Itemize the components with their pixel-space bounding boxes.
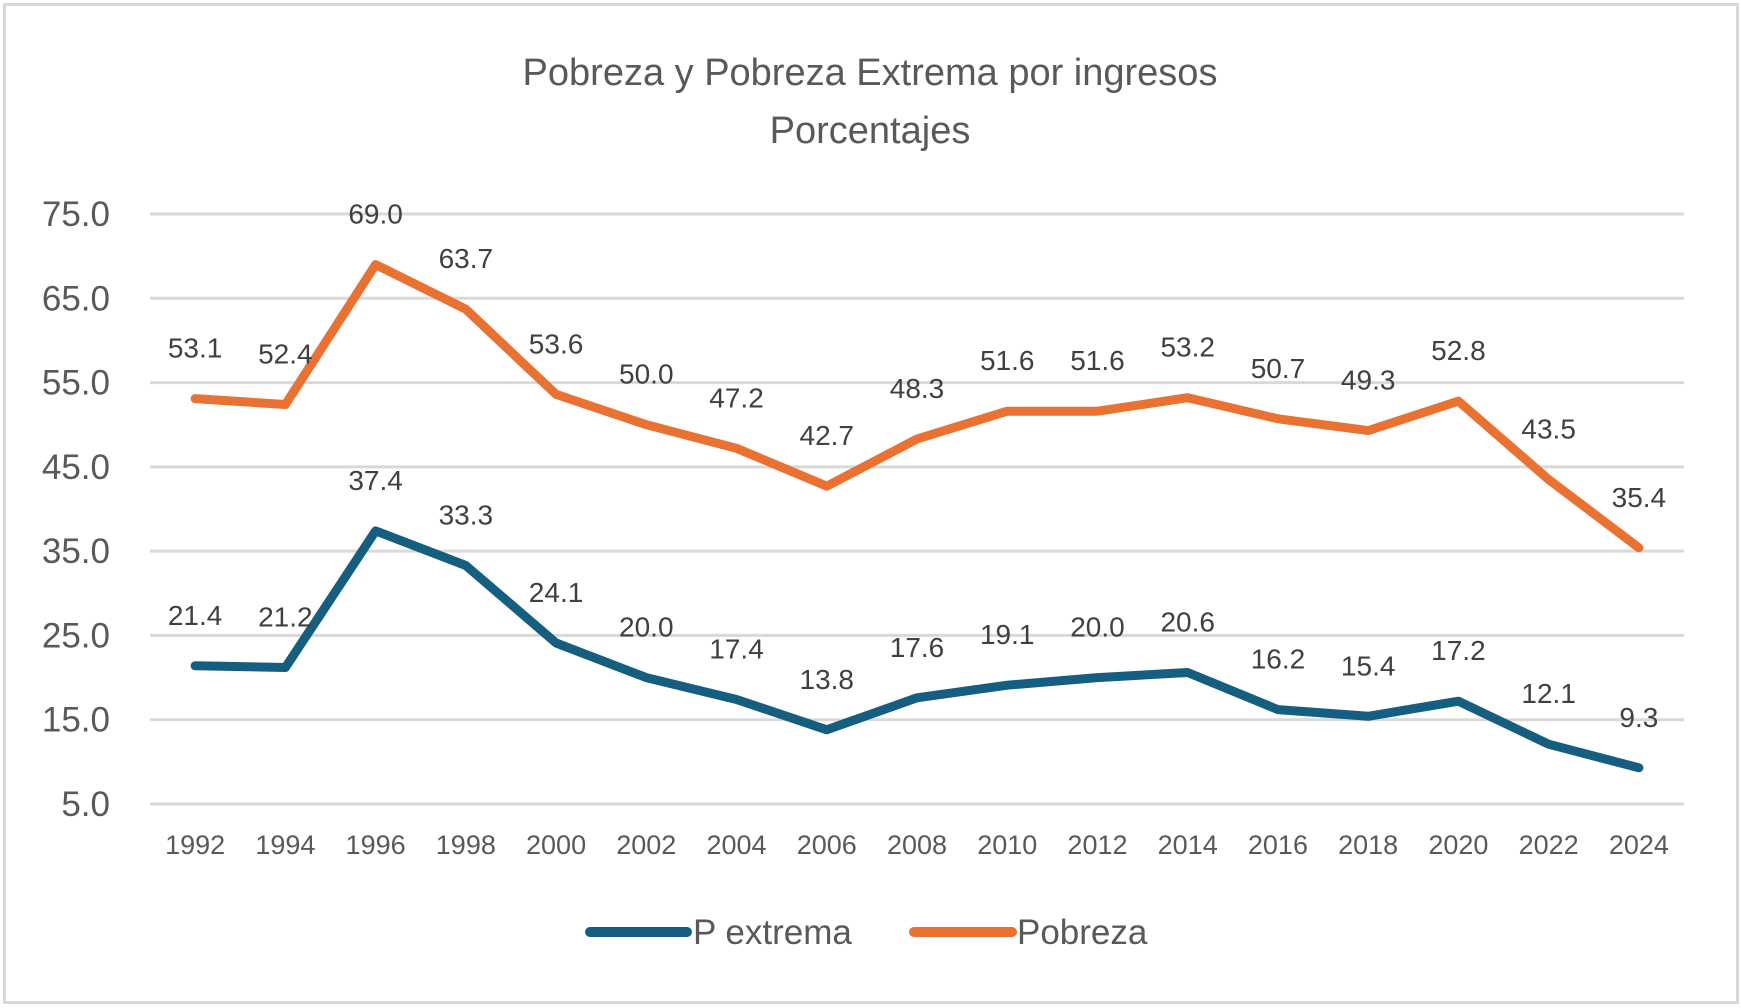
data-label: 42.7 xyxy=(800,420,855,451)
y-axis: 75.0 65.0 55.0 45.0 35.0 25.0 15.0 5.0 xyxy=(42,195,110,824)
x-tick-label: 2012 xyxy=(1067,830,1127,860)
x-tick-label: 1994 xyxy=(255,830,315,860)
y-tick-label: 15.0 xyxy=(42,701,110,740)
x-tick-label: 2020 xyxy=(1428,830,1488,860)
data-label: 48.3 xyxy=(890,373,945,404)
data-label: 53.6 xyxy=(529,328,584,359)
legend: P extrema Pobreza xyxy=(585,913,1148,952)
x-tick-label: 2000 xyxy=(526,830,586,860)
gridlines xyxy=(150,212,1684,806)
data-label: 9.3 xyxy=(1619,702,1658,733)
data-label: 47.2 xyxy=(709,382,764,413)
legend-item[interactable]: P extrema xyxy=(585,913,852,952)
x-axis: 1992 1994 1996 1998 2000 2002 2004 2006 2008 2010… xyxy=(165,830,1669,860)
data-label: 52.8 xyxy=(1431,335,1486,366)
data-label: 20.0 xyxy=(619,612,674,643)
data-label: 63.7 xyxy=(439,243,494,274)
y-tick-label: 65.0 xyxy=(42,279,110,318)
x-tick-label: 1998 xyxy=(436,830,496,860)
y-tick-label: 5.0 xyxy=(61,785,110,824)
data-label: 17.4 xyxy=(709,633,764,664)
legend-item[interactable]: Pobreza xyxy=(909,913,1148,952)
x-tick-label: 2010 xyxy=(977,830,1037,860)
series-line xyxy=(190,260,1644,553)
x-tick-label: 2022 xyxy=(1519,830,1579,860)
x-tick-label: 2014 xyxy=(1158,830,1218,860)
series-group: 21.4 21.2 37.4 33.3 24.1 20.0 17.4 13.8 17.6 19.1… xyxy=(168,199,1667,773)
x-tick-label: 2016 xyxy=(1248,830,1308,860)
data-label: 69.0 xyxy=(348,199,403,230)
y-tick-label: 35.0 xyxy=(42,532,110,571)
data-label: 35.4 xyxy=(1612,482,1667,513)
x-tick-label: 1992 xyxy=(165,830,225,860)
data-label: 52.4 xyxy=(258,338,313,369)
y-tick-label: 25.0 xyxy=(42,616,110,655)
data-label: 21.2 xyxy=(258,601,313,632)
data-label: 17.6 xyxy=(890,632,945,663)
data-label: 51.6 xyxy=(980,345,1035,376)
series-pobreza: 53.1 52.4 69.0 63.7 53.6 50.0 47.2 42.7 48.3 51.6… xyxy=(168,199,1667,553)
y-tick-label: 45.0 xyxy=(42,448,110,487)
data-label: 17.2 xyxy=(1431,635,1486,666)
data-label: 49.3 xyxy=(1341,365,1396,396)
data-label: 13.8 xyxy=(800,664,855,695)
x-tick-label: 2018 xyxy=(1338,830,1398,860)
legend-label: Pobreza xyxy=(1017,913,1148,952)
x-tick-label: 1996 xyxy=(346,830,406,860)
series-p-extrema: 21.4 21.2 37.4 33.3 24.1 20.0 17.4 13.8 17.6 19.1… xyxy=(168,465,1658,773)
data-label: 12.1 xyxy=(1521,678,1576,709)
data-label: 33.3 xyxy=(439,499,494,530)
data-label: 24.1 xyxy=(529,577,584,608)
y-tick-label: 55.0 xyxy=(42,364,110,403)
data-label: 21.4 xyxy=(168,600,223,631)
x-tick-label: 2002 xyxy=(616,830,676,860)
data-label: 15.4 xyxy=(1341,650,1396,681)
data-label: 50.7 xyxy=(1251,353,1306,384)
chart-frame xyxy=(3,3,1739,1004)
chart-subtitle: Porcentajes xyxy=(770,110,971,152)
data-label: 43.5 xyxy=(1521,414,1576,445)
data-label: 20.6 xyxy=(1160,607,1215,638)
x-tick-label: 2006 xyxy=(797,830,857,860)
legend-label: P extrema xyxy=(693,913,852,952)
data-label: 53.2 xyxy=(1160,332,1215,363)
data-label: 16.2 xyxy=(1251,644,1306,675)
x-tick-label: 2008 xyxy=(887,830,947,860)
x-tick-label: 2024 xyxy=(1609,830,1669,860)
chart-title: Pobreza y Pobreza Extrema por ingresos xyxy=(523,52,1218,94)
data-label: 53.1 xyxy=(168,333,223,364)
data-label: 51.6 xyxy=(1070,345,1125,376)
data-label: 20.0 xyxy=(1070,612,1125,643)
x-tick-label: 2004 xyxy=(706,830,766,860)
y-tick-label: 75.0 xyxy=(42,195,110,234)
data-label: 50.0 xyxy=(619,359,674,390)
data-label: 19.1 xyxy=(980,619,1035,650)
data-label: 37.4 xyxy=(348,465,403,496)
